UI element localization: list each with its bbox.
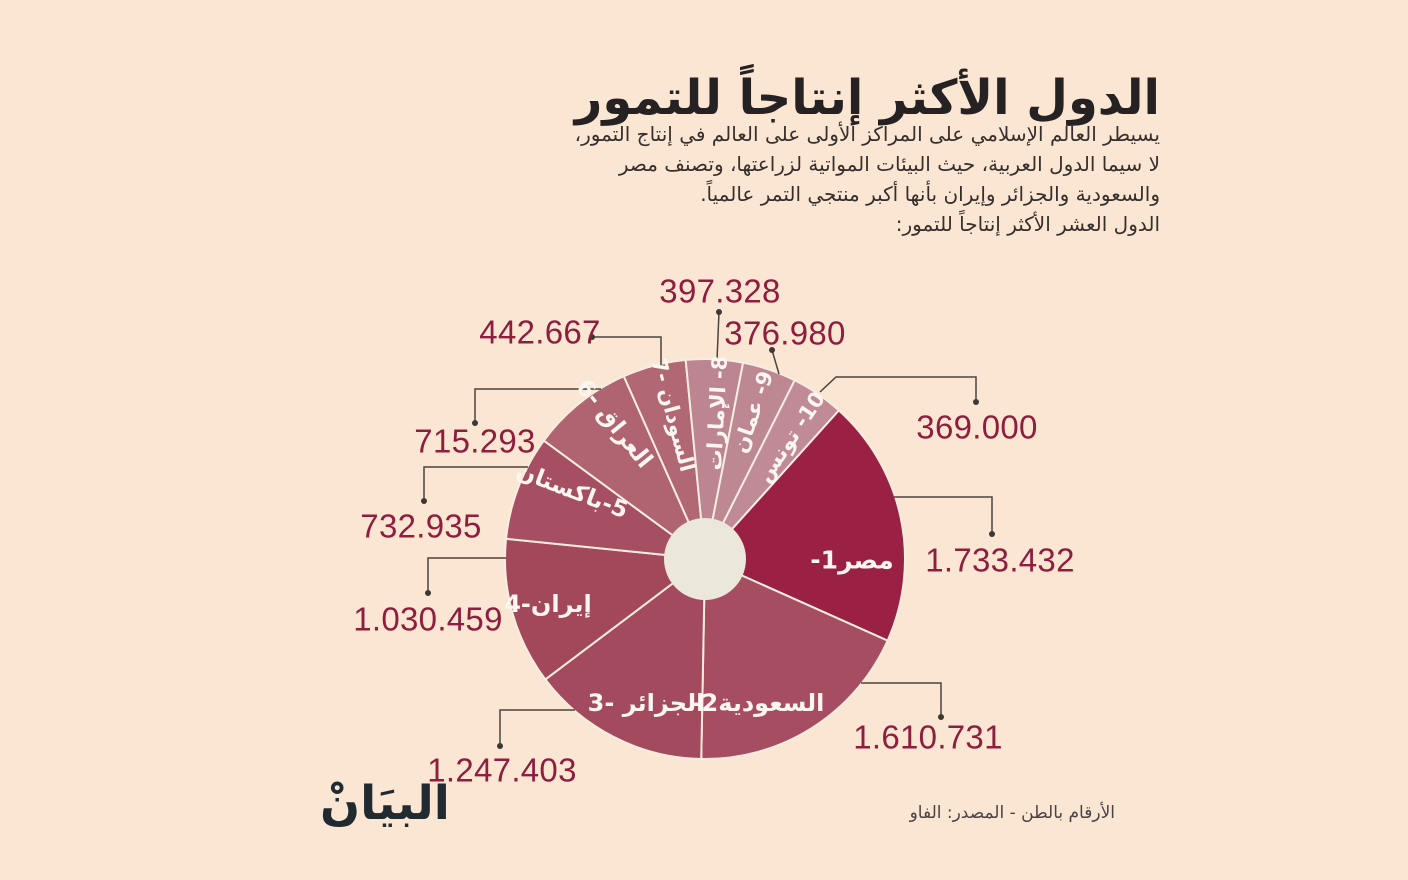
value-label-إيران: 1.030.459 bbox=[353, 601, 503, 638]
slice-label-الإمارات: 8- الإمارات bbox=[702, 355, 732, 471]
value-label-السودان: 442.667 bbox=[479, 314, 600, 351]
value-label-الجزائر: 1.247.403 bbox=[427, 752, 577, 789]
pie-slice-2-السعودية bbox=[700, 558, 889, 760]
leader-dot-الإمارات bbox=[716, 309, 722, 315]
leader-dot-السعودية bbox=[938, 714, 944, 720]
leader-line-السودان bbox=[592, 336, 662, 365]
leader-line-باكستان bbox=[423, 466, 528, 501]
pie-slice-10-تونس bbox=[704, 379, 840, 560]
slice-label-السعودية: -2السعودية bbox=[692, 689, 825, 717]
intro-paragraph: يسيطر العالم الإسلامي على المراكز الأولى… bbox=[575, 119, 1160, 239]
value-label-مصر: 1.733.432 bbox=[925, 542, 1075, 579]
leader-line-العراق bbox=[474, 388, 601, 423]
page-title: الدول الأكثر إنتاجاً للتمور bbox=[574, 70, 1160, 127]
donut-hole bbox=[664, 518, 746, 600]
source-note: الأرقام بالطن - المصدر: الفاو bbox=[909, 803, 1115, 823]
leader-dot-الجزائر bbox=[497, 743, 503, 749]
leader-line-مصر bbox=[894, 496, 993, 534]
intro-line: الدول العشر الأكثر إنتاجاً للتمور: bbox=[895, 212, 1160, 236]
slice-label-إيران: 4-إيران bbox=[504, 590, 592, 618]
intro-line: لا سيما الدول العربية، حيث البيئات الموا… bbox=[618, 152, 1160, 176]
leader-dot-تونس bbox=[973, 399, 979, 405]
leader-line-عمان bbox=[771, 349, 780, 375]
pie-slice-6-العراق bbox=[542, 375, 706, 560]
leader-line-إيران bbox=[427, 557, 506, 593]
leader-dot-باكستان bbox=[421, 498, 427, 504]
value-label-العراق: 715.293 bbox=[414, 423, 535, 460]
value-label-عمان: 376.980 bbox=[724, 315, 845, 352]
leader-line-السعودية bbox=[861, 682, 942, 717]
albayan-logo: البيَانْ bbox=[320, 776, 450, 831]
pie-slice-3-الجزائر bbox=[544, 558, 706, 760]
value-label-السعودية: 1.610.731 bbox=[853, 719, 1003, 756]
leader-dot-السودان bbox=[589, 334, 595, 340]
leader-dot-إيران bbox=[425, 590, 431, 596]
pie-slice-1-مصر bbox=[704, 409, 906, 642]
leader-dot-العراق bbox=[472, 420, 478, 426]
intro-line: يسيطر العالم الإسلامي على المراكز الأولى… bbox=[574, 122, 1160, 146]
leader-dot-مصر bbox=[989, 531, 995, 537]
slice-label-مصر: -1مصر bbox=[810, 546, 893, 576]
pie-slice-5-باكستان bbox=[505, 439, 706, 560]
slice-label-الجزائر: 3- الجزائر bbox=[588, 689, 705, 717]
value-label-الإمارات: 397.328 bbox=[659, 273, 780, 310]
leader-line-الجزائر bbox=[499, 709, 575, 746]
leader-dot-عمان bbox=[769, 347, 775, 353]
leader-line-الإمارات bbox=[716, 311, 720, 361]
intro-line: والسعودية والجزائر وإيران بأنها أكبر منت… bbox=[700, 182, 1160, 206]
value-label-تونس: 369.000 bbox=[916, 409, 1037, 446]
pie-slice-4-إيران bbox=[504, 537, 706, 681]
value-label-باكستان: 732.935 bbox=[360, 508, 481, 545]
leader-line-تونس bbox=[819, 376, 977, 402]
